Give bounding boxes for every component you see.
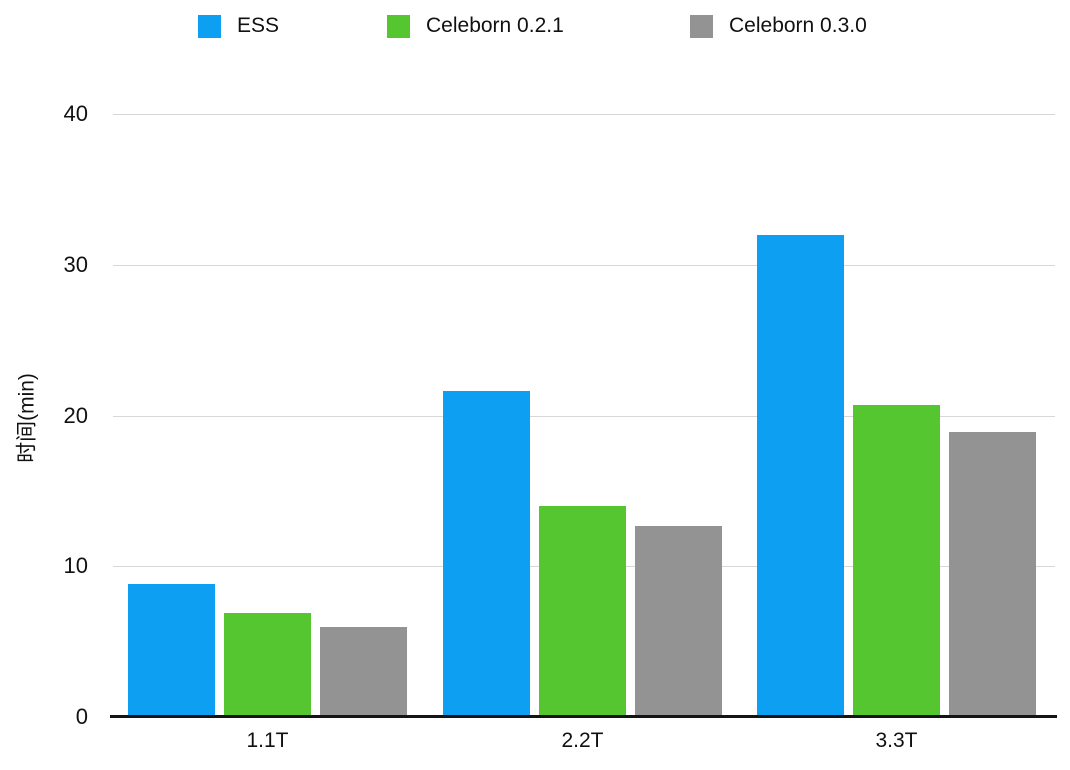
bar-celeborn-0-3-0-1-1t	[320, 627, 407, 717]
bar-ess-3-3t	[757, 235, 844, 717]
legend-label-celeborn-0-2-1: Celeborn 0.2.1	[426, 14, 564, 37]
bar-celeborn-0-2-1-3-3t	[853, 405, 940, 717]
bar-celeborn-0-2-1-2-2t	[539, 506, 626, 717]
legend-swatch-celeborn-0-3-0	[690, 14, 713, 38]
bar-ess-1-1t	[128, 584, 215, 717]
gridline-y-30	[113, 265, 1055, 266]
x-tick-3-3t: 3.3T	[875, 729, 918, 752]
bar-celeborn-0-3-0-2-2t	[635, 526, 722, 717]
gridline-y-20	[113, 416, 1055, 417]
y-tick-10: 10	[63, 553, 88, 578]
legend-label-celeborn-0-3-0: Celeborn 0.3.0	[729, 14, 867, 37]
y-tick-0: 0	[75, 704, 88, 729]
bar-celeborn-0-2-1-1-1t	[224, 613, 311, 717]
legend-label-ess: ESS	[237, 14, 280, 37]
y-tick-40: 40	[63, 101, 88, 126]
x-axis-line	[110, 715, 1057, 718]
legend-swatch-celeborn-0-2-1	[387, 14, 410, 38]
x-tick-2-2t: 2.2T	[561, 729, 604, 752]
x-tick-1-1t: 1.1T	[246, 729, 289, 752]
legend-swatch-ess	[198, 14, 221, 38]
legend-item-celeborn-0-3-0: Celeborn 0.3.0	[690, 12, 867, 40]
y-tick-20: 20	[63, 403, 88, 428]
bar-celeborn-0-3-0-3-3t	[949, 432, 1036, 717]
gridline-y-40	[113, 114, 1055, 115]
bar-ess-2-2t	[443, 391, 530, 717]
legend-item-celeborn-0-2-1: Celeborn 0.2.1	[387, 12, 564, 40]
y-tick-30: 30	[63, 252, 88, 277]
legend-item-ess: ESS	[198, 12, 279, 40]
